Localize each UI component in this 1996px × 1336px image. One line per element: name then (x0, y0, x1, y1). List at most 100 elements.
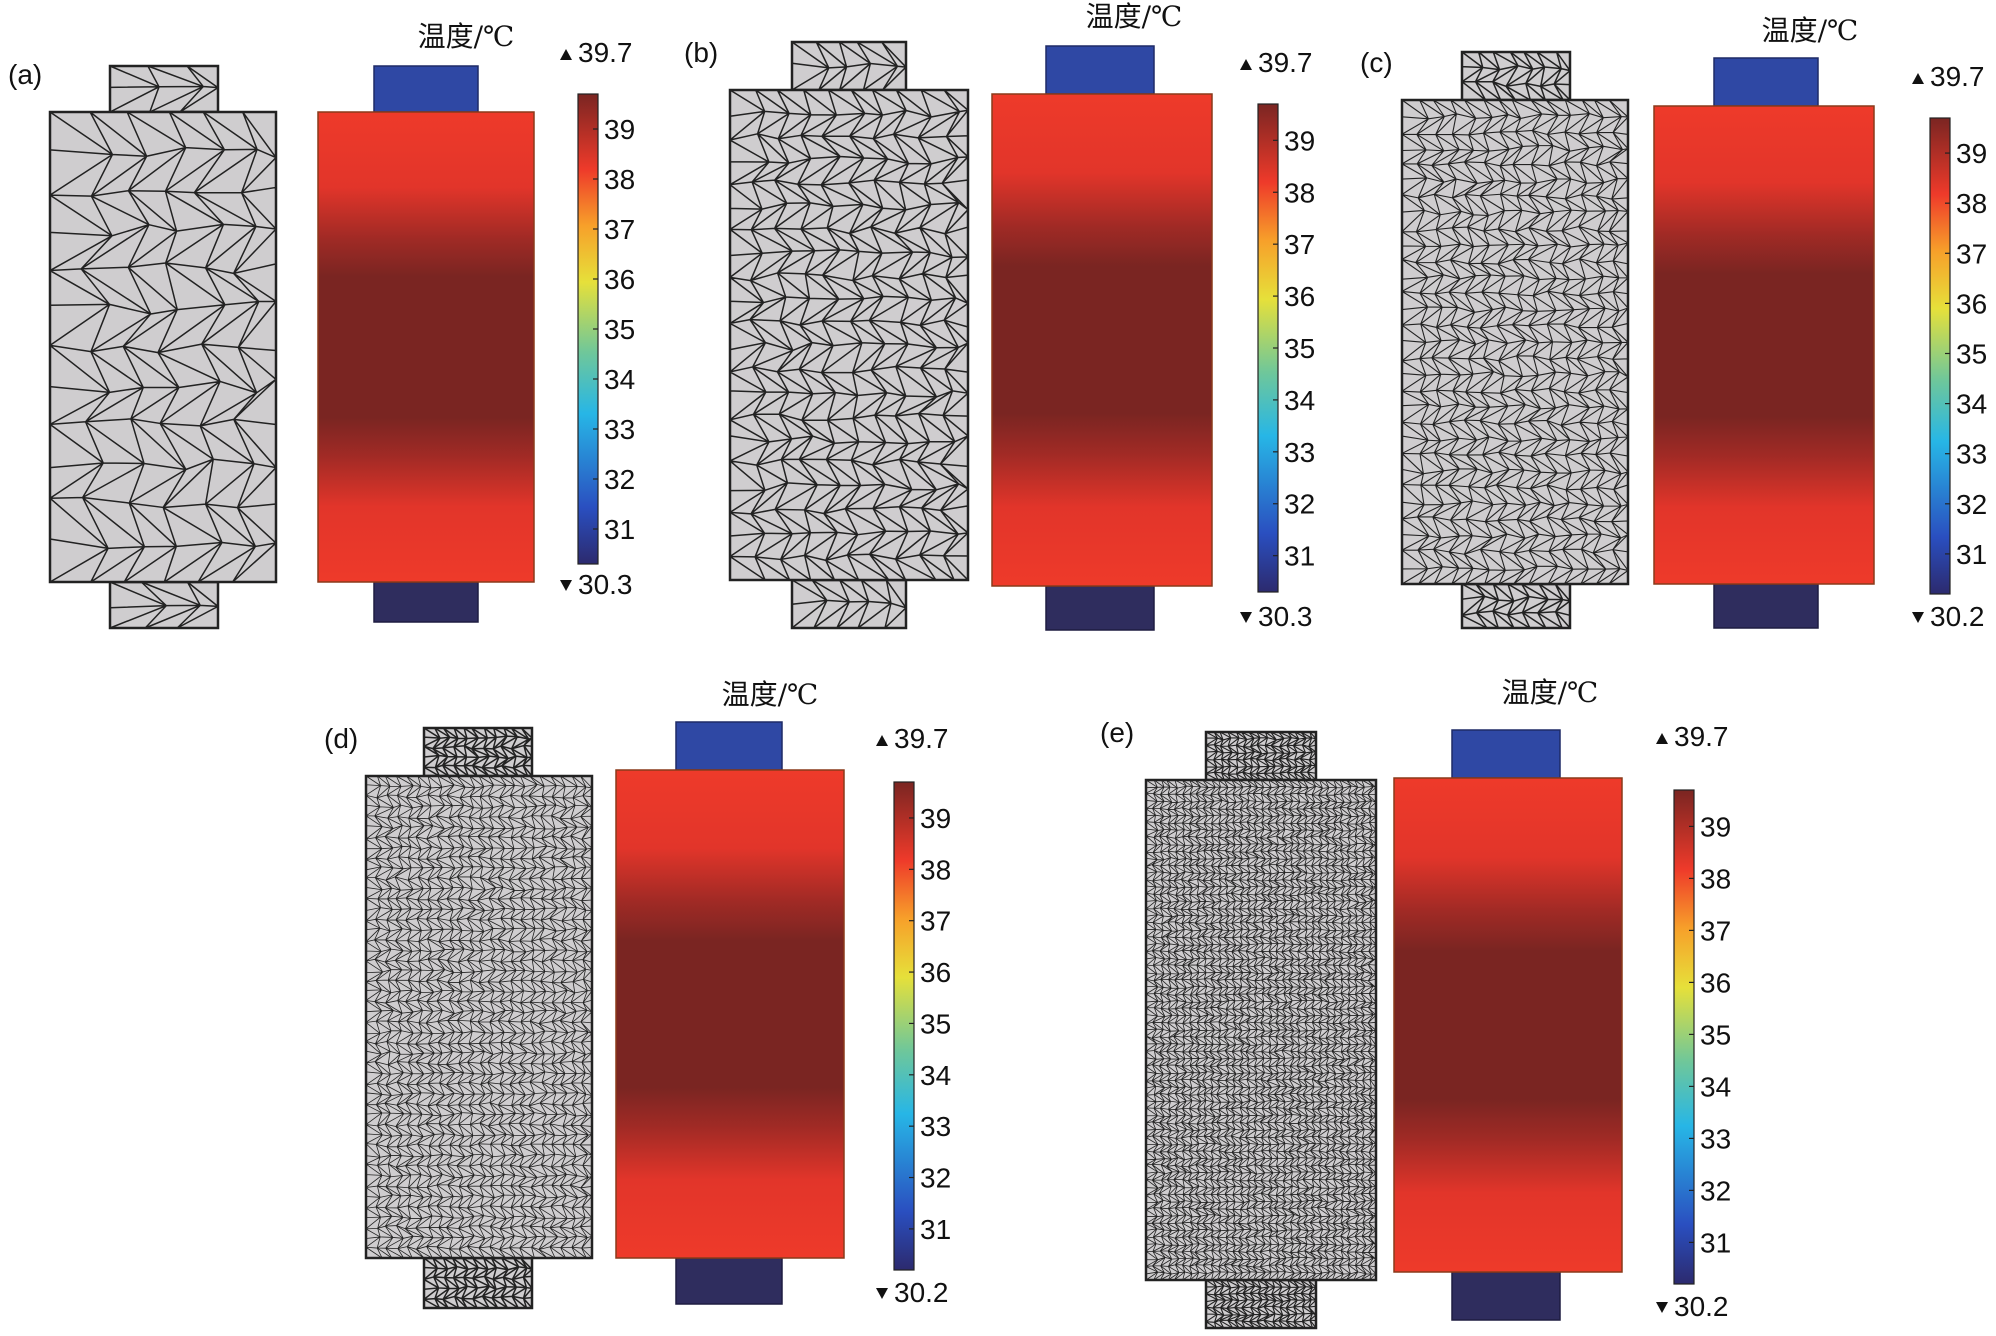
colorbar: 39 38 37 36 35 34 33 32 31 (1257, 103, 1315, 593)
max-triangle-icon (1656, 733, 1668, 744)
panel-e: (e) 39 38 37 36 35 34 33 32 31 温度/℃ 39.7 30.2 (1100, 676, 1731, 1330)
min-value-label: 30.2 (1930, 601, 1985, 632)
colorbar-tick-label: 33 (604, 414, 635, 445)
positive-tab (1045, 45, 1155, 95)
panel-c: (c) 39 38 37 36 35 34 33 32 31 温度/℃ 39.7 30.2 (1360, 14, 1987, 632)
panel-label: (b) (684, 37, 718, 68)
colorbar-tick-label: 32 (604, 464, 635, 495)
max-triangle-icon (1240, 59, 1252, 70)
min-triangle-icon (1656, 1302, 1668, 1313)
colorbar-title: 温度/℃ (1762, 14, 1859, 47)
panel-label: (d) (324, 723, 358, 754)
colorbar-tick-label: 37 (604, 214, 635, 245)
colorbar-title: 温度/℃ (1502, 676, 1599, 709)
colorbar-tick-label: 35 (604, 314, 635, 345)
cool-zone-bottom (992, 477, 1212, 586)
cool-zone-bottom (318, 478, 534, 582)
colorbar-tick-label: 37 (920, 906, 951, 937)
min-value-label: 30.2 (1674, 1291, 1729, 1322)
colorbar-tick-label: 34 (604, 364, 635, 395)
min-value-label: 30.2 (894, 1277, 949, 1308)
negative-tab (373, 581, 479, 623)
colorbar-tick-label: 38 (1956, 188, 1987, 219)
min-triangle-icon (876, 1288, 888, 1299)
temperature-field (991, 45, 1213, 631)
colorbar-tick-label: 36 (1956, 288, 1987, 319)
colorbar-title: 温度/℃ (418, 20, 515, 53)
cool-zone-top (1654, 106, 1874, 212)
max-value-label: 39.7 (1674, 721, 1729, 752)
colorbar-tick-label: 32 (1284, 489, 1315, 520)
colorbar-tick-label: 36 (604, 264, 635, 295)
positive-tab (1451, 729, 1561, 779)
positive-tab (675, 721, 783, 771)
mesh-geometry (1144, 730, 1378, 1330)
min-value-label: 30.3 (1258, 601, 1313, 632)
colorbar: 39 38 37 36 35 34 33 32 31 (893, 781, 951, 1271)
colorbar-tick-label: 38 (1700, 863, 1731, 894)
colorbar-tick-label: 35 (1284, 333, 1315, 364)
mesh-geometry (1400, 50, 1630, 630)
colorbar: 39 38 37 36 35 34 33 32 31 (1929, 117, 1987, 595)
max-value-label: 39.7 (578, 37, 633, 68)
colorbar-tick-label: 35 (1700, 1019, 1731, 1050)
cool-zone-top (992, 94, 1212, 203)
min-value-label: 30.3 (578, 569, 633, 600)
negative-tab (1713, 583, 1819, 629)
cool-zone-bottom (1654, 478, 1874, 584)
mesh-geometry (364, 726, 594, 1310)
colorbar-tick-label: 34 (920, 1060, 951, 1091)
min-triangle-icon (560, 580, 572, 591)
colorbar: 39 38 37 36 35 34 33 32 31 (577, 93, 635, 565)
max-value-label: 39.7 (894, 723, 949, 754)
min-triangle-icon (1240, 612, 1252, 623)
temperature-field (1653, 57, 1875, 629)
max-triangle-icon (1912, 73, 1924, 84)
temperature-field (615, 721, 845, 1305)
negative-tab (675, 1257, 783, 1305)
colorbar-tick-label: 33 (1284, 437, 1315, 468)
colorbar-tick-label: 37 (1284, 229, 1315, 260)
colorbar-tick-label: 37 (1700, 915, 1731, 946)
cool-zone-top (616, 770, 844, 878)
negative-tab (1451, 1271, 1561, 1321)
max-value-label: 39.7 (1930, 61, 1985, 92)
max-triangle-icon (560, 49, 572, 60)
colorbar-tick-label: 39 (1284, 125, 1315, 156)
negative-tab (1045, 585, 1155, 631)
colorbar-tick-label: 31 (604, 514, 635, 545)
cool-zone-bottom (616, 1150, 844, 1258)
colorbar-tick-label: 35 (1956, 338, 1987, 369)
panel-d: (d) 39 38 37 36 35 34 33 32 31 温度/℃ 39.7 30.2 (324, 678, 951, 1310)
colorbar-tick-label: 39 (1700, 811, 1731, 842)
temperature-field (317, 65, 535, 623)
max-triangle-icon (876, 735, 888, 746)
panel-b: (b) 39 38 37 36 35 34 33 32 31 温度/℃ 39.7 30.3 (684, 0, 1315, 632)
colorbar-tick-label: 32 (1956, 489, 1987, 520)
colorbar-tick-label: 38 (920, 854, 951, 885)
colorbar-tick-label: 33 (1700, 1123, 1731, 1154)
mesh-geometry (48, 64, 278, 630)
max-value-label: 39.7 (1258, 47, 1313, 78)
colorbar-tick-label: 33 (1956, 439, 1987, 470)
cool-zone-top (318, 112, 534, 216)
colorbar-tick-label: 38 (604, 164, 635, 195)
colorbar-tick-label: 39 (920, 803, 951, 834)
colorbar-tick-label: 33 (920, 1111, 951, 1142)
min-triangle-icon (1912, 612, 1924, 623)
colorbar-tick-label: 34 (1284, 385, 1315, 416)
colorbar-title: 温度/℃ (1086, 0, 1183, 33)
colorbar-tick-label: 32 (920, 1163, 951, 1194)
panel-label: (e) (1100, 717, 1134, 748)
positive-tab (1713, 57, 1819, 107)
temperature-field (1393, 729, 1623, 1321)
colorbar-tick-label: 39 (604, 114, 635, 145)
panel-label: (c) (1360, 47, 1393, 78)
colorbar-tick-label: 34 (1700, 1071, 1731, 1102)
mesh-geometry (728, 40, 970, 630)
colorbar-title: 温度/℃ (722, 678, 819, 711)
colorbar-tick-label: 34 (1956, 389, 1987, 420)
colorbar-tick-label: 31 (1700, 1227, 1731, 1258)
positive-tab (373, 65, 479, 113)
